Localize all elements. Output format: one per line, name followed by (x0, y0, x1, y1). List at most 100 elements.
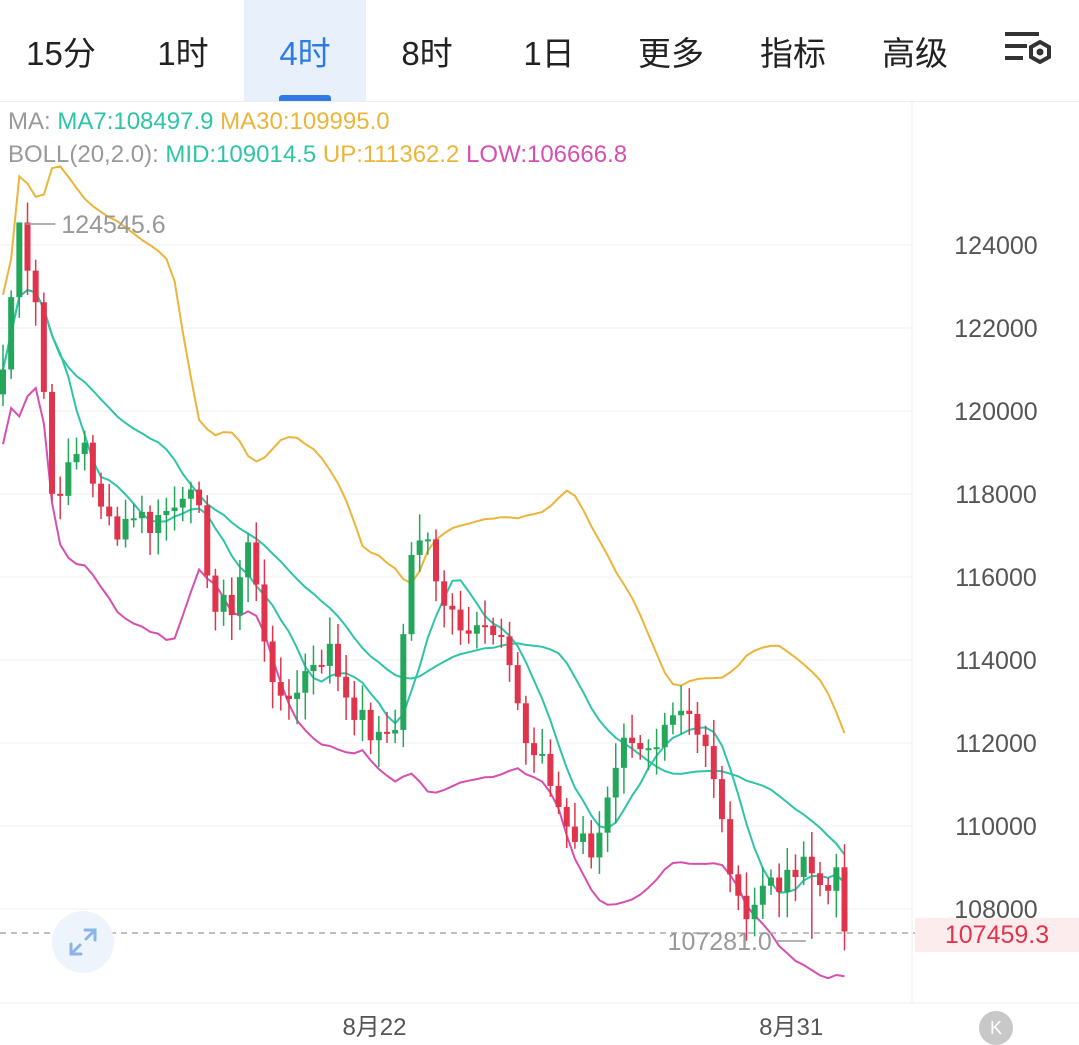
interval-tab-bar: 15分 1时 4时 8时 1日 更多 指标 高级 (0, 0, 1079, 102)
candle-body (416, 540, 423, 555)
candle-body (620, 737, 627, 768)
candle-body (220, 594, 227, 612)
candle-body (196, 489, 203, 506)
candle-body (833, 867, 840, 891)
boll-mid-line (2, 288, 846, 856)
y-tick-label: 122000 (954, 315, 1037, 343)
candle-body (841, 867, 848, 932)
candle-body (800, 856, 807, 878)
candle-body (784, 869, 791, 892)
candle-body (155, 515, 162, 533)
max-price-annotation: 124545.6 (61, 211, 165, 239)
candle-body (49, 391, 56, 494)
candle-body (563, 807, 570, 827)
candle-body (441, 581, 448, 606)
candle-body (65, 462, 72, 496)
candle-body (269, 641, 276, 683)
y-tick-label: 118000 (955, 481, 1037, 509)
candle-body (285, 695, 292, 699)
x-tick-label: 8月31 (759, 1014, 823, 1041)
min-price-annotation: 107281.0 (668, 928, 772, 956)
boll-legend: BOLL(20,2.0): MID:109014.5 UP:111362.2 L… (8, 141, 627, 169)
tab-label: 高级 (882, 34, 948, 72)
y-tick-label: 124000 (954, 232, 1037, 260)
candle-body (727, 819, 734, 875)
candle-body (490, 625, 497, 635)
candle-body (8, 297, 15, 370)
boll-low-line (2, 386, 845, 980)
candle-body (604, 797, 611, 833)
candle-body (204, 505, 211, 576)
candle-body (571, 826, 578, 842)
candle-body (375, 731, 382, 741)
expand-chart-button[interactable] (52, 911, 114, 973)
candle-body (0, 369, 6, 395)
candle-body (555, 785, 562, 808)
candle-body (539, 753, 546, 756)
boll-low-legend: LOW:106666.8 (466, 141, 628, 168)
tab-5[interactable]: 更多 (610, 0, 732, 101)
x-tick-label: 8月22 (342, 1014, 406, 1041)
candle-body (506, 636, 513, 666)
candle-body (433, 539, 440, 582)
tab-label: 8时 (401, 34, 453, 72)
tab-2[interactable]: 4时 (244, 0, 366, 101)
y-tick-label: 110000 (955, 813, 1037, 841)
ma-legend-prefix: MA: (8, 108, 51, 135)
candle-body (629, 737, 636, 744)
candle-body (310, 664, 317, 672)
candle-body (122, 518, 129, 540)
candle-body (694, 713, 701, 735)
candle-body (40, 302, 47, 392)
candle-body (637, 743, 644, 750)
candle-body (245, 542, 252, 578)
candle-body (669, 715, 676, 725)
current-price-label: 107459.3 (915, 918, 1079, 952)
candle-body (179, 498, 186, 508)
tab-0[interactable]: 15分 (0, 0, 122, 101)
candle-body (302, 671, 309, 693)
candle-body (661, 724, 668, 748)
chart-grid (0, 102, 1079, 1004)
tab-label: 指标 (760, 34, 826, 72)
candle-body (400, 634, 407, 730)
candle-body (138, 511, 145, 519)
tab-4[interactable]: 1日 (488, 0, 610, 101)
candle-body (792, 869, 799, 878)
tab-label: 1时 (157, 34, 209, 72)
candle-body (735, 874, 742, 896)
candle-body (261, 584, 268, 642)
chart-settings-button[interactable] (1000, 26, 1058, 76)
candle-body (612, 767, 619, 798)
candle-body (817, 873, 823, 885)
tab-6[interactable]: 指标 (732, 0, 854, 101)
candle-body (710, 746, 717, 780)
candle-body (547, 753, 554, 786)
ma7-legend: MA7:108497.9 (57, 108, 214, 135)
candle-body (24, 222, 31, 271)
tab-3[interactable]: 8时 (366, 0, 488, 101)
active-tab-indicator (279, 95, 331, 101)
boll-mid-legend: MID:109014.5 (165, 141, 317, 168)
tab-label: 更多 (638, 34, 704, 72)
candle-body (81, 442, 88, 455)
expand-icon (69, 928, 97, 956)
tab-1[interactable]: 1时 (122, 0, 244, 101)
candle-body (147, 511, 154, 533)
k-logo-icon[interactable]: K (979, 1011, 1013, 1045)
candle-body (383, 731, 390, 734)
candle-body (751, 904, 758, 920)
tab-label: 4时 (279, 34, 331, 72)
k-logo-label: K (989, 1018, 1002, 1038)
tab-7[interactable]: 高级 (854, 0, 976, 101)
candles (0, 202, 848, 951)
candle-body (318, 664, 325, 667)
chart-settings-icon (1005, 32, 1051, 65)
candle-body (596, 832, 603, 858)
candle-body (776, 877, 783, 892)
candle-body (678, 710, 685, 716)
candle-body (531, 743, 538, 756)
candle-body (73, 454, 80, 463)
candle-body (326, 643, 333, 666)
